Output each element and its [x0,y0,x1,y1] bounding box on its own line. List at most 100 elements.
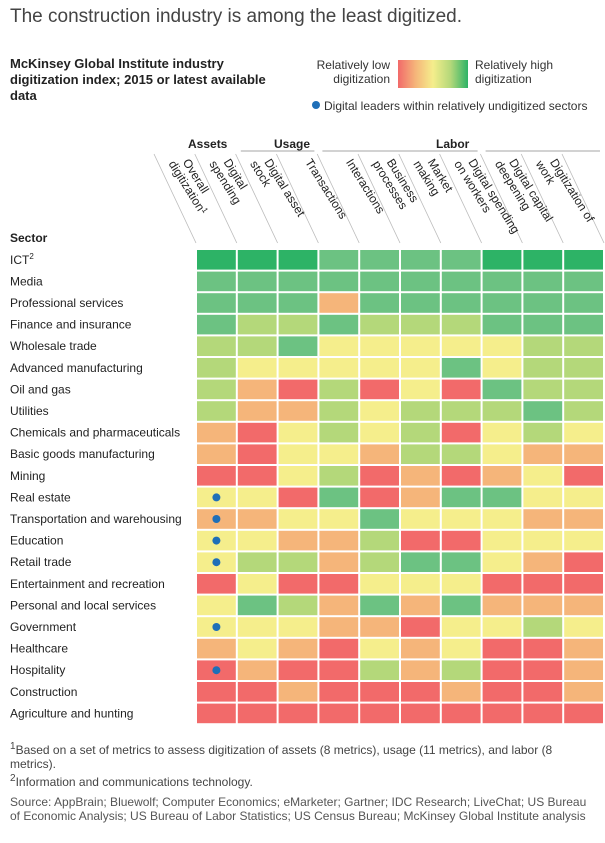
heatmap-cell [319,595,359,616]
column-separator [235,153,278,244]
heatmap-cell [564,617,603,637]
heatmap-cell [564,271,603,292]
heatmap-cell [523,336,563,356]
heatmap-cell [360,595,399,616]
heatmap-cell [319,530,359,551]
sector-label: ICT2 [10,252,34,267]
heatmap-cell [482,401,522,421]
sector-label: Healthcare [10,642,68,656]
heatmap-cell [441,595,481,616]
sector-label: Chemicals and pharmaceuticals [10,426,180,440]
heatmap-cell [401,336,440,356]
heatmap-cell [401,250,440,270]
heatmap-cell [401,271,440,292]
heatmap-cell [319,487,359,508]
heatmap-cell [197,293,236,313]
heatmap-cell [523,595,563,616]
footnote-2: 2Information and communications technolo… [10,772,595,789]
heatmap-cell [319,660,359,680]
sector-label: Retail trade [10,555,72,569]
heatmap-cell [482,574,522,594]
heatmap-cell [482,250,522,270]
heatmap-cell [401,552,440,572]
heatmap-cell [278,271,318,292]
heatmap-cell [360,271,399,292]
heatmap-cell [401,422,440,443]
heatmap-cell [197,466,236,486]
heatmap-cell [360,250,399,270]
sector-column-header: Sector [10,231,48,245]
leader-dot-icon [212,493,221,502]
heatmap-cell [360,487,399,508]
heatmap-cell [360,682,399,702]
heatmap-cell [278,660,318,680]
heatmap-cell [360,444,399,464]
heatmap-cell [523,530,563,551]
heatmap-cell [564,422,603,443]
heatmap-cell [523,271,563,292]
heatmap-cell [237,314,277,335]
heatmap-cell [482,595,522,616]
heatmap-cell [401,703,440,724]
heatmap-cell [401,293,440,313]
sector-label: Transportation and warehousing [10,512,182,526]
heatmap-cell [278,530,318,551]
heatmap-cell [482,638,522,659]
heatmap-cell [401,314,440,335]
heatmap-cell [197,379,236,400]
heatmap-cell [523,466,563,486]
heatmap-cell [197,703,236,724]
sector-label: Wholesale trade [10,339,97,353]
sector-label: Agriculture and hunting [10,706,133,720]
heatmap-cell [564,293,603,313]
heatmap-cell [523,682,563,702]
heatmap-cell [523,314,563,335]
heatmap-cell [360,552,399,572]
heatmap-cell [319,509,359,529]
heatmap-cell [441,293,481,313]
heatmap-cell [441,660,481,680]
heatmap-cell [401,638,440,659]
column-separator [276,153,319,244]
heatmap-cell [482,379,522,400]
column-separator [398,153,442,244]
heatmap-cell [319,552,359,572]
sector-label: Professional services [10,296,123,310]
heatmap-cell [360,314,399,335]
heatmap-cell [237,703,277,724]
footnote-2-marker: 2 [10,773,16,784]
heatmap-cell [237,336,277,356]
heatmap-cell [482,487,522,508]
heatmap-cell [523,638,563,659]
heatmap-cell [197,638,236,659]
sector-label: Oil and gas [10,382,71,396]
heatmap-cell [564,487,603,508]
heatmap-cell [401,401,440,421]
column-separator [520,153,564,244]
group-label-assets: Assets [188,137,228,151]
heatmap-cell [482,444,522,464]
heatmap-cell [237,487,277,508]
heatmap-cell [278,401,318,421]
heatmap-cell [197,271,236,292]
heatmap-cell [564,574,603,594]
heatmap-cell [278,617,318,637]
heatmap-cell [523,552,563,572]
heatmap-cell [564,379,603,400]
heatmap-cell [278,314,318,335]
heatmap-cell [237,638,277,659]
heatmap-cell [482,703,522,724]
heatmap-cell [564,530,603,551]
legend-color-gradient [398,60,468,88]
column-separator [194,153,238,244]
heatmap-cell [278,422,318,443]
heatmap-cell [482,314,522,335]
heatmap-cell [319,617,359,637]
heatmap-cell [441,401,481,421]
heatmap-cell [237,250,277,270]
heatmap-cell [441,487,481,508]
heatmap-cell [441,422,481,443]
heatmap-cell [482,530,522,551]
heatmap-cell [360,703,399,724]
